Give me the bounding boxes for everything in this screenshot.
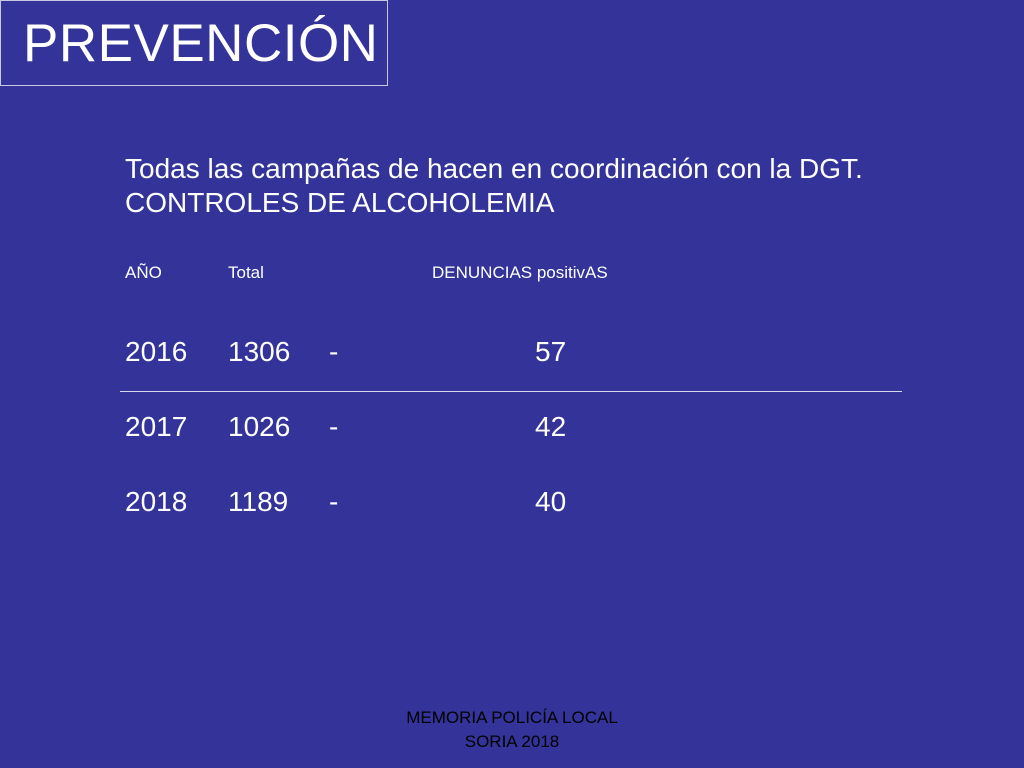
- table-row: 2017 1026 - 42: [0, 407, 1024, 447]
- table-row: 2018 1189 - 40: [0, 482, 1024, 522]
- header-total: Total: [228, 263, 264, 282]
- header-year: AÑO: [125, 263, 162, 282]
- row-positive: 42: [535, 411, 567, 442]
- row-year: 2018: [125, 486, 188, 517]
- row-separator: -: [329, 486, 339, 517]
- row-positive: 57: [535, 336, 567, 367]
- row-year: 2017: [125, 411, 188, 442]
- footer: MEMORIA POLICÍA LOCAL SORIA 2018: [362, 706, 662, 754]
- footer-line-memoria: MEMORIA POLICÍA LOCAL: [406, 708, 618, 727]
- row-total: 1026: [228, 411, 291, 442]
- intro-text: Todas las campañas de hacen en coordinac…: [125, 152, 863, 220]
- page-title: PREVENCIÓN: [23, 14, 379, 73]
- footer-line-soria: SORIA 2018: [464, 732, 560, 751]
- row-separator: -: [329, 336, 339, 367]
- row-total: 1306: [228, 336, 291, 367]
- title-box: PREVENCIÓN: [0, 0, 388, 86]
- row-year: 2016: [125, 336, 188, 367]
- row-total: 1189: [228, 486, 289, 517]
- intro-line-controls: CONTROLES DE ALCOHOLEMIA: [125, 187, 555, 218]
- header-positive: DENUNCIAS positivAS: [432, 263, 608, 282]
- row-separator: -: [329, 411, 339, 442]
- row-positive: 40: [535, 486, 567, 517]
- table-row: 2016 1306 - 57: [0, 332, 1024, 372]
- row-divider: [120, 391, 902, 392]
- intro-line-coordination: Todas las campañas de hacen en coordinac…: [125, 153, 863, 184]
